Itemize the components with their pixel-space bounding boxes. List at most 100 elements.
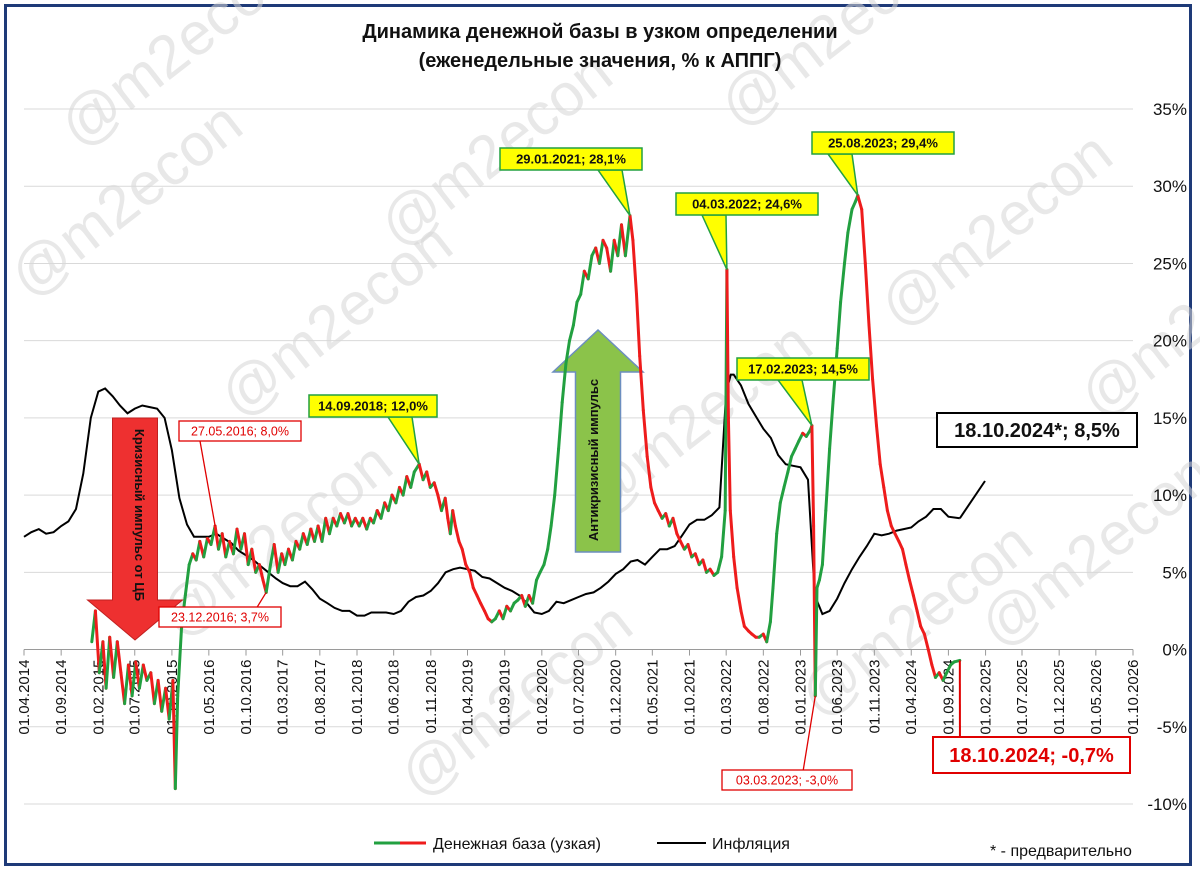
x-tick-label: 01.02.2025 [978, 660, 995, 735]
x-tick-label: 01.05.2021 [644, 660, 661, 735]
money-base-segment [176, 624, 184, 698]
annotation-box [178, 420, 302, 442]
money-base-segment [810, 424, 816, 528]
annotation-pointer [700, 214, 728, 270]
money-base-segment [553, 447, 561, 497]
money-base-segment [901, 547, 908, 567]
legend-label-money-base: Денежная база (узкая) [433, 836, 601, 853]
y-tick-label: 25% [1153, 254, 1187, 273]
money-base-segment [638, 354, 645, 412]
money-base-segment [775, 501, 782, 536]
money-base-segment [93, 609, 101, 675]
money-base-segment [641, 408, 649, 458]
annotation-box [932, 736, 1131, 774]
money-base-segment [786, 455, 793, 474]
money-base-segment [835, 300, 843, 350]
annotation-label: 18.10.2024*; 8,5% [954, 420, 1120, 442]
x-tick-label: 01.01.2018 [349, 660, 366, 735]
money-base-segment [453, 524, 461, 543]
x-axis-ticks: 01.04.2014 01.09.2014 01.02.2015 01.07.2015… [16, 649, 1142, 735]
annotation-box [811, 131, 955, 155]
money-base-segment [141, 663, 149, 682]
money-base-segment [728, 509, 736, 559]
money-base-segment [911, 594, 919, 613]
x-tick-label: 01.05.2026 [1088, 660, 1105, 735]
x-tick-label: 01.12.2020 [608, 660, 625, 735]
x-tick-label: 01.06.2023 [829, 660, 846, 735]
y-tick-label: -5% [1157, 718, 1187, 737]
x-tick-label: 01.07.2020 [571, 660, 588, 735]
x-tick-label: 01.04.2024 [903, 660, 920, 735]
x-tick-label: 01.05.2016 [201, 660, 218, 735]
annotation-box [936, 412, 1138, 448]
money-base-segment [501, 604, 509, 621]
money-base-segment [460, 547, 468, 567]
money-base-segment [609, 238, 616, 273]
money-base-segment [645, 455, 653, 489]
money-base-segment [202, 536, 209, 559]
annotation-label: 03.03.2023; -3,0% [736, 774, 838, 788]
money-base-segment [671, 516, 679, 536]
money-base-segment [926, 648, 934, 667]
money-base-segment [782, 470, 790, 489]
money-base-segment [828, 400, 835, 451]
x-tick-label: 01.10.2021 [681, 660, 698, 735]
x-tick-label: 01.10.2016 [238, 660, 255, 735]
money-base-segment [328, 516, 335, 536]
money-base-segment [878, 462, 886, 489]
money-base-segment [290, 539, 298, 562]
annotation-pointer [826, 153, 859, 196]
x-tick-label: 01.02.2015 [90, 660, 107, 735]
money-base-segment [922, 632, 930, 652]
y-tick-label: 5% [1162, 563, 1187, 582]
money-base-segment [882, 485, 889, 513]
x-tick-label: 01.03.2022 [718, 660, 735, 735]
annotation-layer: 29.01.2021; 28,1% 25.08.2023; 29,4% 04.03.… [158, 131, 1138, 791]
money-base-segment [856, 194, 864, 211]
money-base-segment [820, 509, 828, 567]
arrow-layer: Кризисный импульс от ЦБ Антикризисный имп… [86, 328, 645, 641]
annotation-label: 14.09.2018; 12,0% [318, 399, 428, 414]
money-base-segment [443, 496, 450, 520]
annotation-box [308, 394, 438, 418]
annotation-pointer [596, 169, 631, 216]
annotation-label: 29.01.2021; 28,1% [516, 152, 626, 167]
x-tick-label: 01.12.2025 [1051, 660, 1068, 735]
money-base-segment [386, 493, 394, 513]
chart-subtitle: (еженедельные значения, % к АППГ) [419, 50, 782, 72]
money-base-segment [875, 424, 882, 466]
money-base-segment [568, 323, 575, 343]
annotation-pointer [386, 416, 420, 465]
money-base-segment [631, 238, 638, 296]
money-base-segment [725, 268, 730, 420]
money-base-segment [365, 516, 372, 531]
y-tick-label: 30% [1153, 177, 1187, 196]
money-base-segment [739, 609, 746, 628]
money-base-segment [904, 563, 911, 582]
money-base-segment [425, 470, 432, 489]
money-base-segment [693, 552, 701, 567]
money-base-segment [813, 586, 819, 698]
x-tick-label: 01.03.2017 [275, 660, 292, 735]
money-base-segment [716, 555, 724, 574]
money-base-segment [417, 462, 425, 482]
money-base-segment [635, 292, 642, 358]
x-tick-label: 01.07.2025 [1014, 660, 1031, 735]
money-base-segment [586, 254, 594, 281]
money-base-segment [546, 524, 553, 551]
money-base-segment [401, 475, 409, 497]
legend-label-inflation: Инфляция [712, 836, 790, 853]
money-base-segment [843, 231, 850, 265]
chart-title: Динамика денежной базы в узком определен… [362, 21, 837, 43]
money-base-segment [701, 558, 708, 574]
money-base-segment [930, 663, 937, 679]
x-tick-label: 01.11.2023 [866, 660, 883, 734]
money-base-segment [817, 563, 824, 582]
money-base-segment [649, 485, 656, 505]
money-base-segment [250, 547, 258, 574]
y-tick-label: 15% [1153, 409, 1187, 428]
money-base-segment [726, 416, 732, 513]
money-base-segment [839, 261, 846, 304]
money-base-segment [549, 493, 557, 528]
